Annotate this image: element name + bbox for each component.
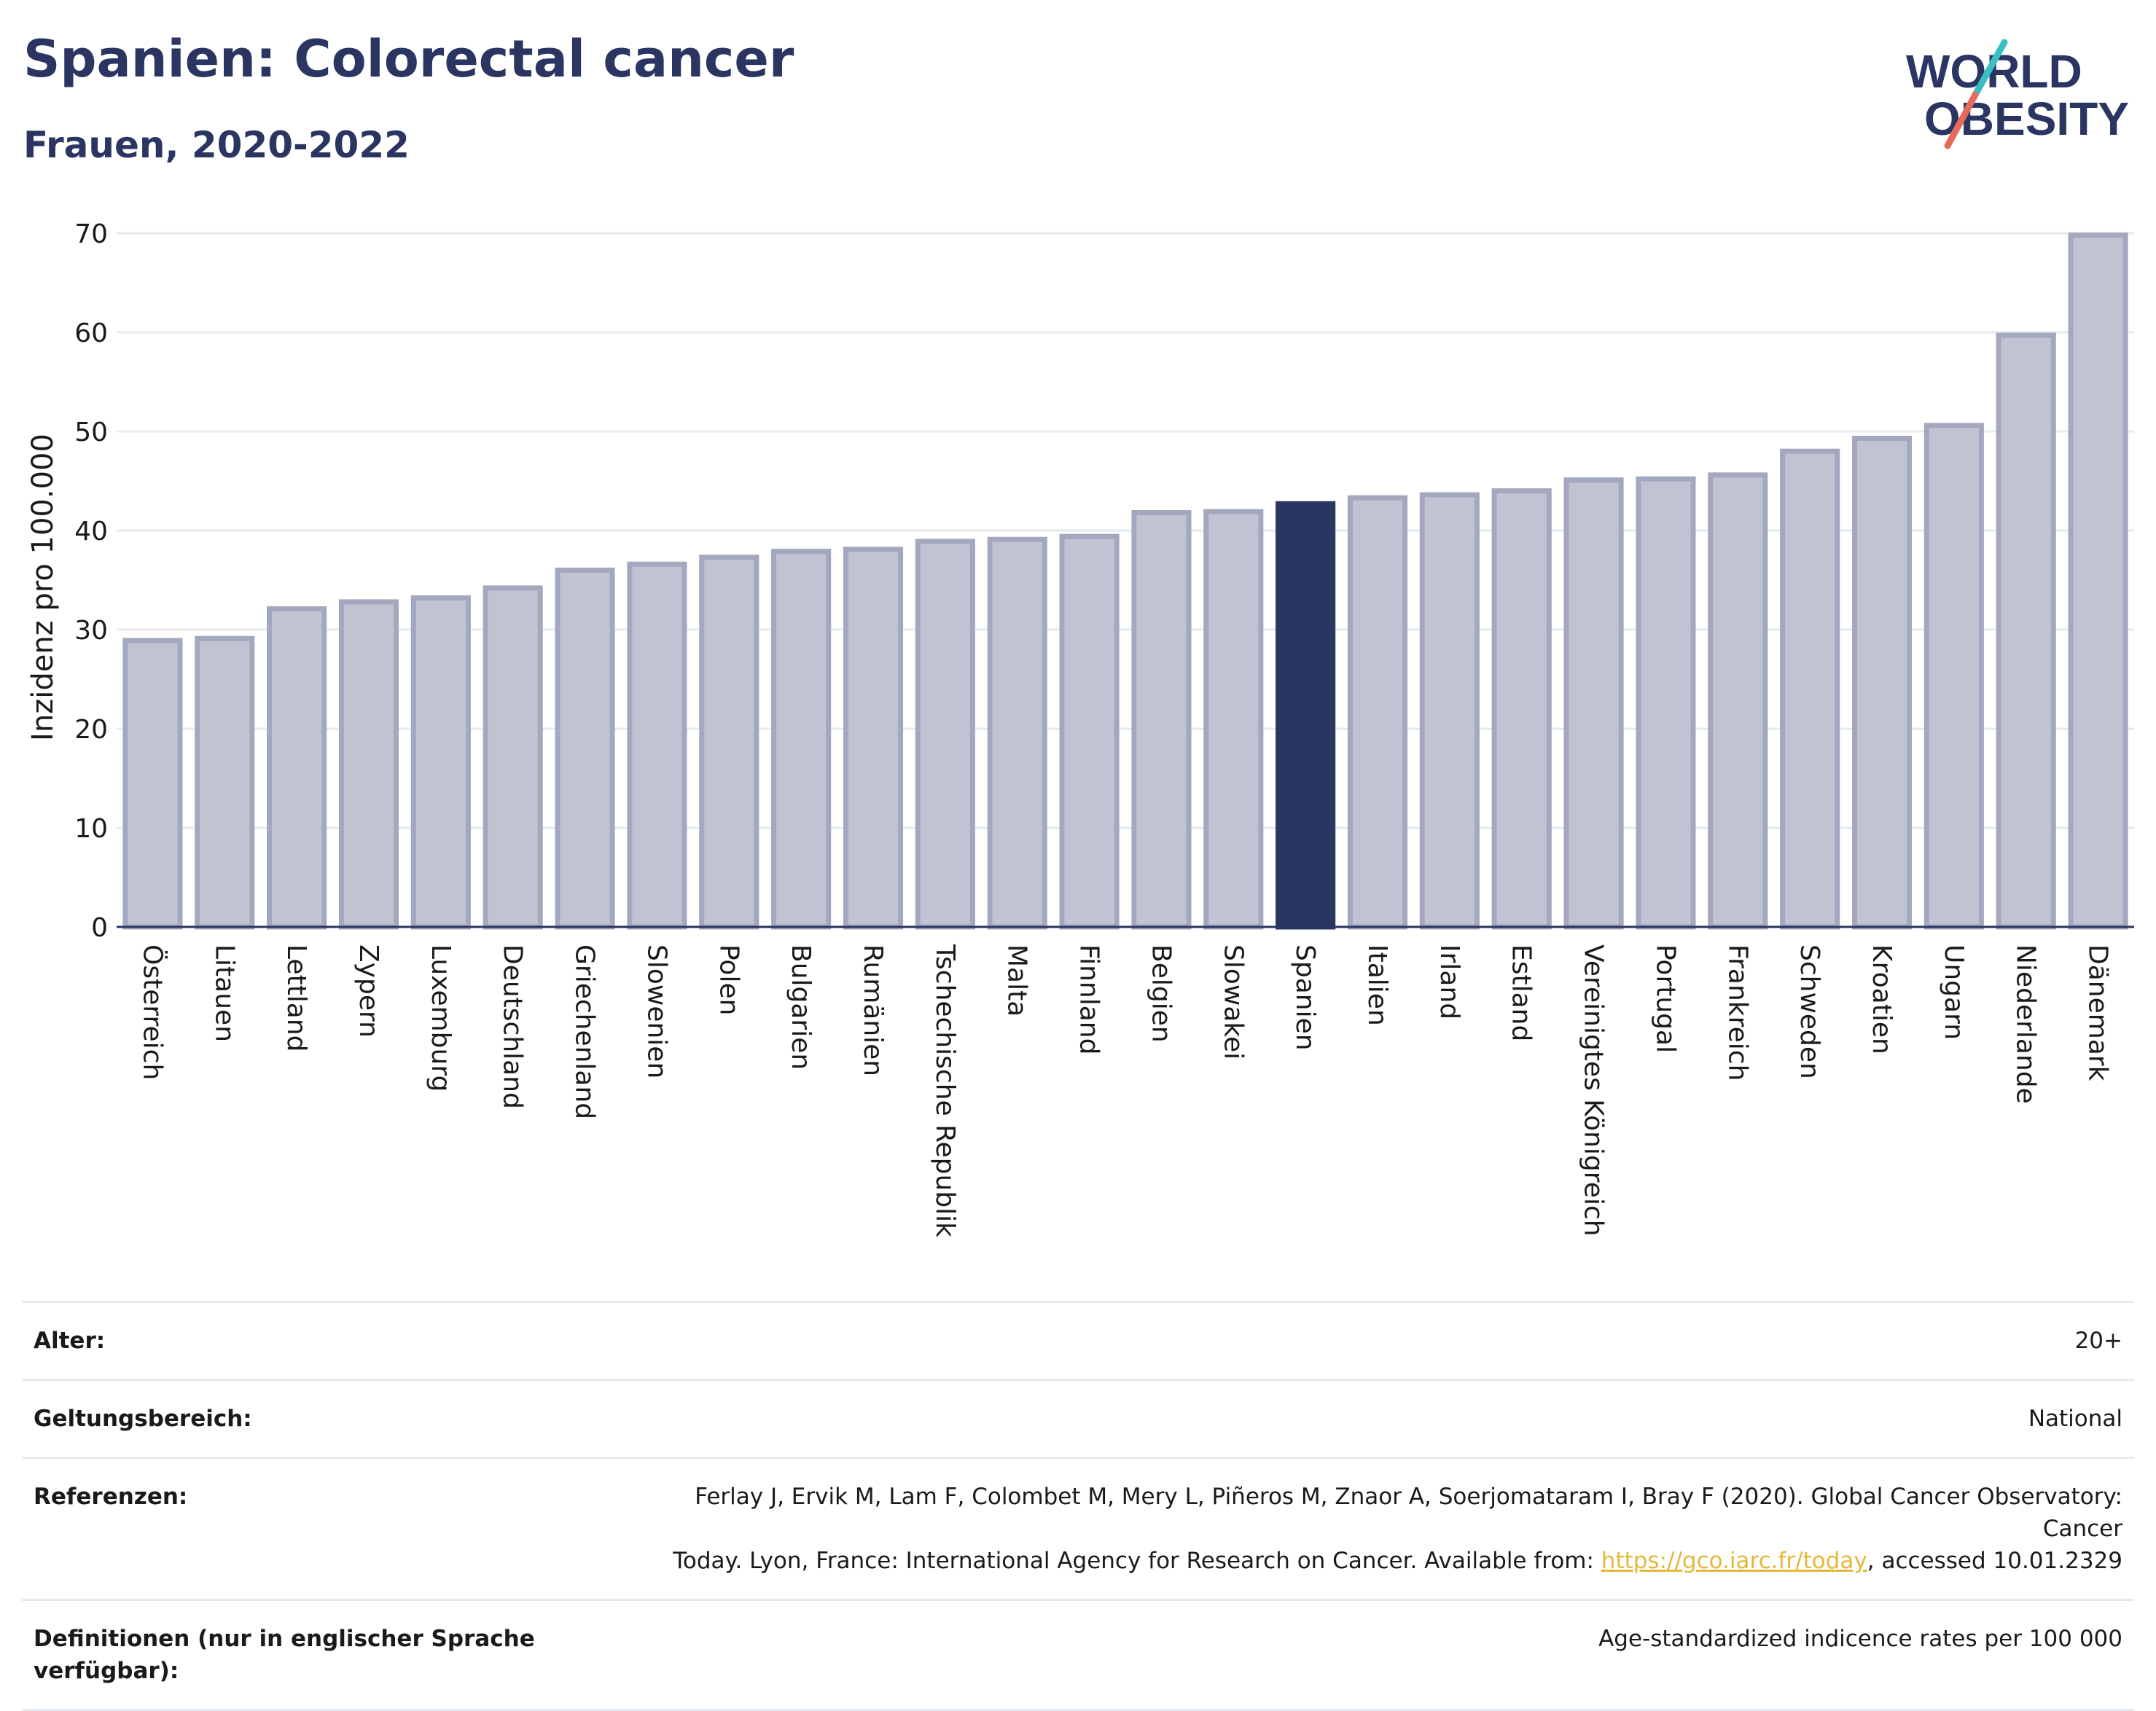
x-tick-label: Belgien xyxy=(1146,944,1176,1043)
bar-Bulgarien xyxy=(771,549,832,930)
x-tick-label: Griechenland xyxy=(570,944,600,1119)
y-tick-label: 50 xyxy=(74,418,108,447)
bar-Lettland xyxy=(267,606,327,930)
scope-label: Geltungsbereich: xyxy=(34,1406,252,1432)
x-tick-label: Tschechische Republik xyxy=(930,944,960,1237)
bar-Slowenien xyxy=(627,561,687,930)
x-tick-label: Finnland xyxy=(1074,944,1104,1054)
x-tick-label: Frankreich xyxy=(1722,944,1752,1081)
bar-Schweden xyxy=(1780,448,1840,930)
bar-Ungarn xyxy=(1923,423,1984,930)
x-tick-label: Bulgarien xyxy=(786,944,816,1070)
bar-Slowakei xyxy=(1203,509,1264,930)
y-tick-label: 20 xyxy=(74,715,108,745)
row-scope: Geltungsbereich: National xyxy=(22,1379,2134,1457)
x-tick-label: Deutschland xyxy=(498,944,528,1109)
bar-Portugal xyxy=(1636,476,1696,930)
bars xyxy=(122,232,2128,930)
y-tick-label: 60 xyxy=(74,318,108,348)
x-tick-labels: Österreich Litauen Lettland Zypern Luxemburg… xyxy=(137,944,2112,1237)
bar-Zypern xyxy=(338,599,399,930)
y-tick-label: 40 xyxy=(74,517,108,547)
row-definitions: Definitionen (nur in englischer Sprache … xyxy=(22,1599,2134,1711)
definitions-value: Age-standardized indicence rates per 100… xyxy=(1598,1626,2122,1652)
y-tick-label: 30 xyxy=(74,616,108,646)
x-tick-label: Ungarn xyxy=(1939,944,1969,1040)
bar-Italien xyxy=(1347,495,1408,930)
logo-line-1: WORLD xyxy=(1906,45,2082,98)
logo-line-2: OBESITY xyxy=(1924,93,2129,145)
axes: 0 10 20 30 40 50 60 70 Inzidenz pro 100.000 xyxy=(26,219,2134,943)
bar-Griechenland xyxy=(555,567,615,930)
bar-Tschechische Republik xyxy=(915,539,975,930)
references-value: Ferlay J, Ervik M, Lam F, Colombet M, Me… xyxy=(599,1459,2134,1599)
references-line-2: Today. Lyon, France: International Agenc… xyxy=(673,1548,1601,1574)
x-tick-label: Zypern xyxy=(354,944,383,1038)
x-tick-label: Litauen xyxy=(209,944,239,1042)
bar-Estland xyxy=(1491,488,1552,930)
bar-Niederlande xyxy=(1996,332,2056,930)
row-references: Referenzen: Ferlay J, Ervik M, Lam F, Co… xyxy=(22,1457,2134,1599)
references-line-1: Ferlay J, Ervik M, Lam F, Colombet M, Me… xyxy=(695,1484,2122,1542)
row-age: Alter: 20+ xyxy=(22,1301,2134,1379)
bar-Litauen xyxy=(195,635,255,930)
bar-Deutschland xyxy=(483,585,543,930)
x-tick-label: Italien xyxy=(1362,944,1392,1026)
bar-Rumänien xyxy=(843,547,904,930)
info-table: Alter: 20+ Geltungsbereich: National Ref… xyxy=(22,1301,2134,1711)
y-tick-label: 0 xyxy=(91,913,108,943)
x-tick-label: Irland xyxy=(1434,944,1464,1019)
bar-Kroatien xyxy=(1851,436,1913,930)
y-axis-label: Inzidenz pro 100.000 xyxy=(26,434,60,741)
logo-stroke-red xyxy=(1944,91,1979,149)
x-tick-label: Polen xyxy=(714,944,743,1015)
definitions-label: Definitionen (nur in englischer Sprache … xyxy=(34,1626,535,1684)
y-tick-label: 10 xyxy=(74,814,108,844)
bar-Frankreich xyxy=(1708,472,1768,930)
logo-stroke-teal xyxy=(1972,39,2008,98)
x-tick-label: Malta xyxy=(1002,944,1032,1017)
chart-title: Spanien: Colorectal cancer xyxy=(23,29,794,89)
bar-Belgien xyxy=(1131,510,1192,930)
references-link[interactable]: https://gco.iarc.fr/today xyxy=(1601,1548,1867,1574)
bar-Vereinigtes Königreich xyxy=(1563,477,1624,930)
x-tick-label: Spanien xyxy=(1290,944,1320,1051)
x-tick-label: Vereinigtes Königreich xyxy=(1579,944,1609,1237)
scope-value: National xyxy=(2028,1406,2122,1432)
bar-Österreich xyxy=(122,638,183,930)
bar-Luxemburg xyxy=(410,595,471,930)
x-tick-label: Slowakei xyxy=(1218,944,1248,1060)
bar-Malta xyxy=(987,536,1047,930)
bar-Finnland xyxy=(1059,533,1120,930)
x-tick-label: Lettland xyxy=(281,944,311,1052)
x-tick-label: Rumänien xyxy=(858,944,888,1076)
x-tick-label: Österreich xyxy=(137,944,168,1080)
x-tick-label: Luxemburg xyxy=(426,944,456,1092)
bar-Polen xyxy=(699,555,759,930)
bar-Dänemark xyxy=(2068,232,2128,930)
chart-subtitle: Frauen, 2020-2022 xyxy=(23,124,410,166)
x-tick-label: Niederlande xyxy=(2011,944,2041,1104)
bar-Irland xyxy=(1419,492,1480,930)
x-tick-label: Kroatien xyxy=(1867,944,1897,1054)
x-tick-label: Schweden xyxy=(1794,944,1824,1079)
bar-Spanien xyxy=(1276,501,1336,930)
x-tick-label: Portugal xyxy=(1650,944,1680,1053)
y-tick-label: 70 xyxy=(74,219,108,249)
x-tick-label: Dänemark xyxy=(2083,944,2113,1081)
x-tick-label: Estland xyxy=(1507,944,1536,1041)
references-accessed: , accessed 10.01.2329 xyxy=(1867,1548,2122,1574)
x-tick-label: Slowenien xyxy=(641,944,671,1078)
bar-chart: 0 10 20 30 40 50 60 70 Inzidenz pro 100.000 Öste… xyxy=(26,219,2134,1237)
age-value: 20+ xyxy=(2074,1328,2122,1354)
world-obesity-logo: WORLD OBESITY xyxy=(1906,39,2129,149)
references-label: Referenzen: xyxy=(34,1484,188,1510)
age-label: Alter: xyxy=(34,1328,106,1354)
